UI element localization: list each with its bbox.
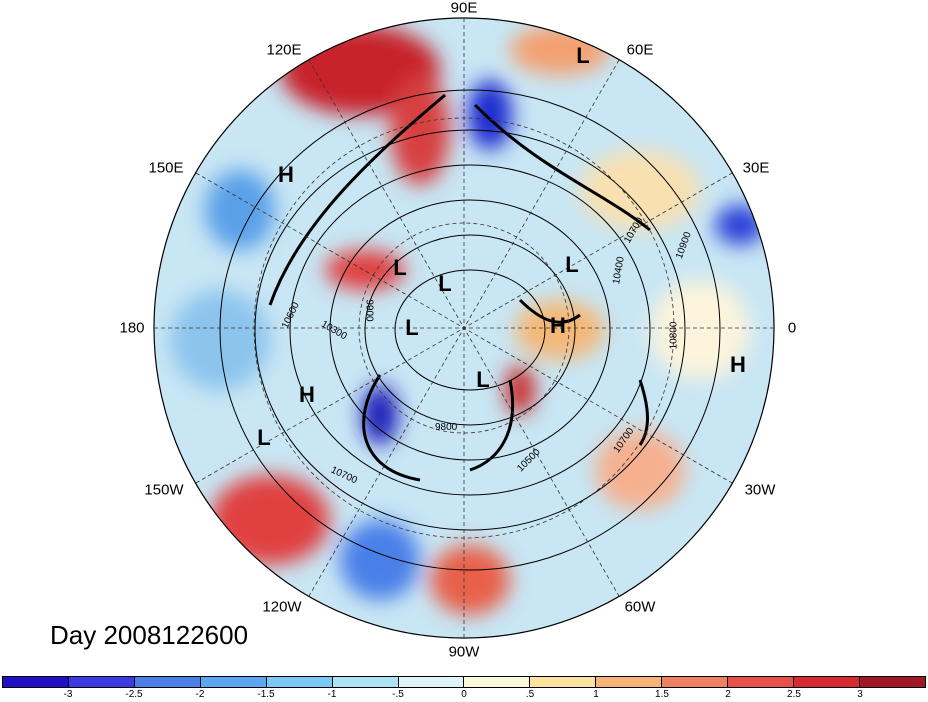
colorbar-swatch <box>662 677 729 687</box>
colorbar-swatch <box>3 677 69 687</box>
pressure-center: L <box>476 367 490 392</box>
lon-label-180: 180 <box>119 319 145 337</box>
colorbar-tick-label: 2.5 <box>787 689 801 700</box>
pressure-center: L <box>405 315 419 340</box>
colorbar-swatch <box>464 677 531 687</box>
pressure-center: H <box>278 162 294 187</box>
lon-label-90e: 90E <box>450 0 478 17</box>
colorbar-tick-label: -2.5 <box>125 689 143 700</box>
contour-label: 9800 <box>435 422 458 433</box>
pressure-center: L <box>565 252 579 277</box>
colorbar-swatch <box>530 677 597 687</box>
colorbar-tick-label: 3 <box>857 689 863 700</box>
contour-label: 10800 <box>668 321 680 350</box>
colorbar-swatch <box>398 677 465 687</box>
lon-label-120w: 120W <box>262 598 302 616</box>
colorbar-tick-label: .5 <box>525 689 535 700</box>
colorbar-swatch <box>68 677 135 687</box>
colorbar-swatch <box>134 677 201 687</box>
colorbar-swatch <box>596 677 663 687</box>
polar-stereographic-map <box>153 17 775 639</box>
pressure-center: L <box>393 255 407 280</box>
lon-label-30w: 30W <box>744 481 776 499</box>
lon-label-120e: 120E <box>266 41 302 59</box>
colorbar-swatch <box>200 677 267 687</box>
pressure-center: H <box>299 382 315 407</box>
colorbar-swatch <box>266 677 333 687</box>
colorbar-swatch <box>332 677 399 687</box>
colorbar-tick-label: -.5 <box>392 689 404 700</box>
colorbar-tick-label: -1 <box>327 689 337 700</box>
lon-label-90w: 90W <box>448 643 480 661</box>
lon-label-150e: 150E <box>148 159 184 177</box>
colorbar-tick-label: 1.5 <box>655 689 669 700</box>
colorbar-swatch <box>728 677 795 687</box>
pressure-center: H <box>730 352 746 377</box>
colorbar-tick-label: 1 <box>593 689 599 700</box>
colorbar-tick-label: -1.5 <box>257 689 275 700</box>
pressure-center: L <box>438 271 452 296</box>
colorbar <box>2 676 926 688</box>
pressure-center: L <box>576 43 590 68</box>
lon-label-0: 0 <box>787 319 797 337</box>
lon-label-30e: 30E <box>742 159 770 177</box>
pressure-center: L <box>257 425 271 450</box>
colorbar-tick-label: 2 <box>725 689 731 700</box>
contour-label: 9900 <box>363 299 375 322</box>
lon-label-60e: 60E <box>626 41 654 59</box>
colorbar-tick-label: -3 <box>63 689 73 700</box>
colorbar-tick-label: 0 <box>461 689 467 700</box>
date-title: Day 2008122600 <box>50 620 249 650</box>
lon-label-150w: 150W <box>144 481 184 499</box>
pressure-center: H <box>550 313 566 338</box>
graticule <box>154 18 774 638</box>
colorbar-swatch <box>859 677 925 687</box>
colorbar-swatch <box>794 677 860 687</box>
colorbar-tick-label: -2 <box>195 689 205 700</box>
lon-label-60w: 60W <box>624 598 656 616</box>
